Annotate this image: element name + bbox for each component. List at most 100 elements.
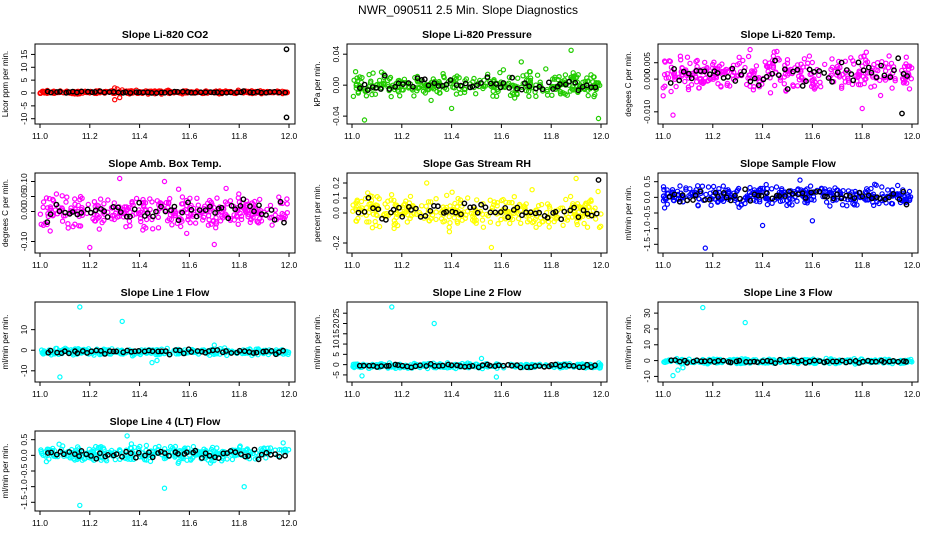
data-point (684, 54, 691, 60)
reference-point (92, 89, 98, 95)
reference-point (692, 192, 699, 199)
data-point-outlier (77, 502, 83, 509)
reference-point (824, 193, 830, 200)
x-tick-label: 11.8 (231, 260, 247, 270)
data-point (509, 199, 515, 206)
data-point (588, 198, 594, 204)
reference-point (142, 452, 148, 459)
data-point (882, 68, 889, 74)
data-point (507, 220, 513, 227)
reference-point (228, 350, 235, 356)
reference-point (280, 347, 286, 354)
y-tick-label: -0.5 (642, 205, 652, 220)
data-point (224, 201, 230, 207)
reference-point (421, 76, 428, 83)
data-point (149, 216, 155, 223)
x-tick-label: 11.2 (705, 389, 721, 399)
data-point (858, 54, 864, 60)
reference-point (132, 454, 139, 461)
reference-point (78, 209, 85, 216)
data-point (826, 189, 833, 196)
data-point (829, 64, 836, 71)
reference-point (144, 210, 151, 217)
data-point (91, 198, 98, 205)
data-point (38, 449, 45, 455)
data-point (574, 219, 580, 225)
data-point (736, 54, 742, 61)
data-point (121, 204, 128, 210)
data-point (490, 93, 496, 99)
data-point (816, 72, 822, 79)
data-point (794, 83, 801, 89)
reference-point (506, 85, 513, 91)
data-point (569, 86, 575, 92)
reference-point (505, 214, 511, 221)
data-point (64, 194, 70, 200)
series-samples (38, 304, 292, 380)
data-point (47, 228, 53, 234)
data-point (433, 216, 439, 223)
reference-point (523, 209, 529, 216)
data-point (661, 205, 668, 211)
reference-point (737, 195, 743, 202)
data-point (404, 219, 410, 225)
data-point (285, 447, 292, 453)
data-point (137, 209, 144, 215)
x-tick-label: 12.0 (904, 389, 921, 399)
data-point-outlier (161, 485, 168, 491)
data-point-outlier (149, 359, 155, 366)
data-point (536, 221, 543, 227)
y-tick-label: 0.005 (642, 52, 652, 74)
data-point (185, 216, 191, 223)
data-point (223, 185, 229, 192)
data-point (37, 211, 44, 217)
reference-point (63, 89, 70, 96)
reference-point (69, 209, 76, 215)
data-point (523, 72, 530, 78)
reference-point (396, 204, 402, 211)
reference-point (427, 207, 434, 214)
reference-point (891, 67, 897, 74)
data-point-outlier (797, 177, 803, 183)
x-tick-label: 11.2 (394, 131, 410, 141)
reference-point (806, 66, 813, 73)
data-point-outlier (670, 372, 676, 379)
data-point (699, 183, 706, 189)
reference-point (776, 193, 783, 199)
x-tick-label: 11.2 (394, 389, 410, 399)
data-point (784, 197, 791, 204)
data-point (125, 456, 131, 462)
reference-point (729, 65, 736, 72)
y-tick-label: 10 (19, 325, 29, 335)
reference-point (890, 190, 897, 197)
reference-point (162, 348, 169, 354)
reference-point (527, 209, 534, 216)
x-tick-label: 11.4 (755, 389, 771, 399)
reference-point (732, 78, 739, 84)
reference-point (676, 358, 683, 365)
data-point (836, 58, 842, 65)
reference-point (803, 78, 809, 85)
y-tick-label: -0.10 (19, 232, 29, 252)
reference-point (895, 55, 902, 62)
x-tick-label: 12.0 (281, 131, 298, 141)
reference-point (408, 206, 414, 213)
reference-point (813, 188, 819, 195)
data-point (800, 64, 806, 70)
data-point (75, 202, 82, 209)
data-point (238, 216, 245, 223)
data-point (86, 446, 93, 452)
reference-point (702, 196, 708, 203)
reference-point (848, 71, 855, 78)
reference-point (592, 84, 599, 91)
data-point (753, 63, 760, 69)
data-point-outlier (675, 367, 681, 373)
data-point (77, 193, 84, 200)
data-point (397, 93, 403, 99)
reference-point (120, 89, 127, 96)
data-point (235, 221, 241, 227)
data-point (487, 197, 493, 203)
reference-point (218, 204, 225, 211)
data-point (886, 53, 892, 59)
data-point (818, 83, 824, 90)
